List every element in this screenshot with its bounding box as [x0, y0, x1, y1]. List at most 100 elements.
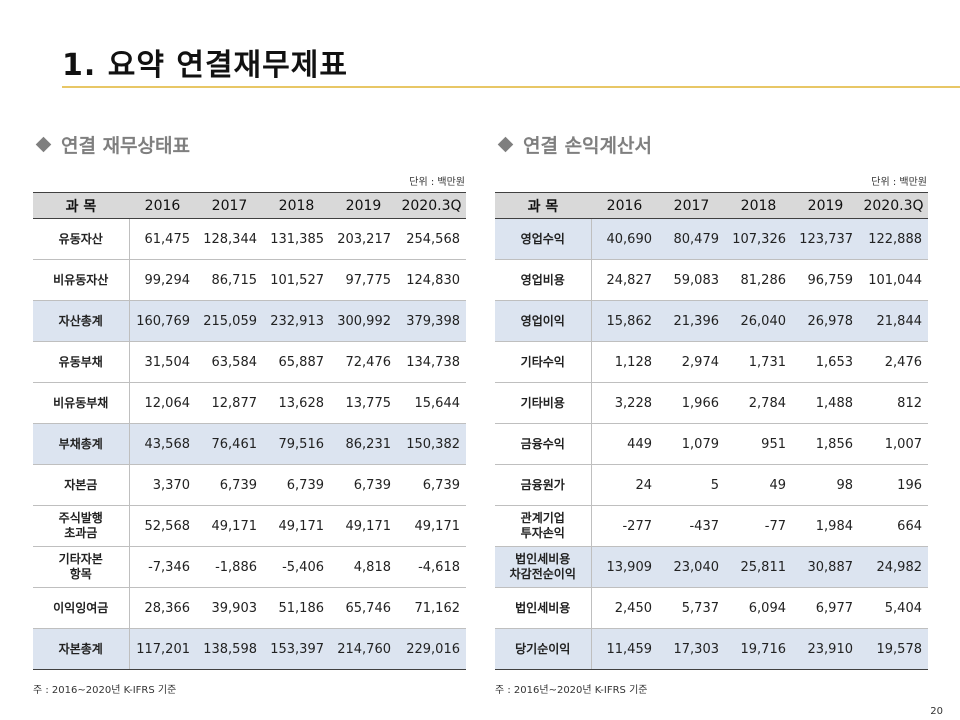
- table-cell: 951: [725, 423, 792, 465]
- row-label: 금융수익: [495, 423, 592, 465]
- table-row-total: 당기순이익 11,459 17,303 19,716 23,910 19,578: [495, 628, 928, 670]
- table-cell: 232,913: [263, 300, 330, 342]
- table-cell: 23,910: [792, 628, 859, 670]
- row-label: 영업비용: [495, 259, 592, 301]
- table-cell: 203,217: [330, 218, 397, 260]
- page-title: 1. 요약 연결재무제표: [62, 48, 348, 83]
- column-header: 과 목: [495, 192, 591, 219]
- table-cell: 96,759: [792, 259, 859, 301]
- balance-sheet-heading-text: 연결 재무상태표: [61, 134, 190, 157]
- table-cell: -5,406: [263, 546, 330, 588]
- table-cell: 138,598: [196, 628, 263, 670]
- row-label-line: 차감전순이익: [509, 567, 576, 581]
- row-label-line: 초과금: [64, 526, 98, 540]
- table-cell: 1,856: [792, 423, 859, 465]
- table-cell: 24,827: [591, 259, 658, 301]
- table-cell: 122,888: [859, 218, 928, 260]
- table-cell: 1,488: [792, 382, 859, 424]
- column-header: 2016: [591, 192, 658, 219]
- income-statement-table: 과 목 2016 2017 2018 2019 2020.3Q 영업수익 40,…: [495, 192, 928, 670]
- table-cell: -277: [591, 505, 658, 547]
- table-cell: 59,083: [658, 259, 725, 301]
- table-row: 비유동부채 12,064 12,877 13,628 13,775 15,644: [33, 382, 466, 424]
- table-cell: 1,984: [792, 505, 859, 547]
- table-cell: 72,476: [330, 341, 397, 383]
- table-row-total: 영업이익 15,862 21,396 26,040 26,978 21,844: [495, 300, 928, 342]
- table-cell: 214,760: [330, 628, 397, 670]
- table-cell: 6,739: [263, 464, 330, 506]
- table-row: 금융수익 449 1,079 951 1,856 1,007: [495, 423, 928, 465]
- column-header: 2020.3Q: [397, 192, 466, 219]
- column-header: 2018: [263, 192, 330, 219]
- row-label: 기타수익: [495, 341, 592, 383]
- table-cell: 15,644: [397, 382, 466, 424]
- table-cell: 86,715: [196, 259, 263, 301]
- row-label: 비유동부채: [33, 382, 130, 424]
- row-label: 이익잉여금: [33, 587, 130, 629]
- row-label: 법인세비용 차감전순이익: [495, 546, 592, 588]
- table-row-total: 자산총계 160,769 215,059 232,913 300,992 379…: [33, 300, 466, 342]
- table-cell: 40,690: [591, 218, 658, 260]
- table-row: 비유동자산 99,294 86,715 101,527 97,775 124,8…: [33, 259, 466, 301]
- table-cell: 39,903: [196, 587, 263, 629]
- table-cell: 1,653: [792, 341, 859, 383]
- table-cell: 17,303: [658, 628, 725, 670]
- table-cell: 664: [859, 505, 928, 547]
- table-cell: 26,978: [792, 300, 859, 342]
- table-cell: 81,286: [725, 259, 792, 301]
- table-cell: 30,887: [792, 546, 859, 588]
- balance-sheet-heading: 연결 재무상태표: [33, 130, 465, 158]
- table-cell: 4,818: [330, 546, 397, 588]
- table-row-total: 법인세비용 차감전순이익 13,909 23,040 25,811 30,887 …: [495, 546, 928, 588]
- table-cell: 19,578: [859, 628, 928, 670]
- table-cell: 98: [792, 464, 859, 506]
- balance-sheet-table: 과 목 2016 2017 2018 2019 2020.3Q 유동자산 61,…: [33, 192, 466, 670]
- table-cell: 5,737: [658, 587, 725, 629]
- table-row: 법인세비용 2,450 5,737 6,094 6,977 5,404: [495, 587, 928, 629]
- table-cell: 5,404: [859, 587, 928, 629]
- column-header: 2017: [658, 192, 725, 219]
- row-label: 주식발행 초과금: [33, 505, 130, 547]
- column-header: 2019: [792, 192, 859, 219]
- table-row-total: 자본총계 117,201 138,598 153,397 214,760 229…: [33, 628, 466, 670]
- row-label: 영업수익: [495, 218, 592, 260]
- row-label-line: 기타자본: [58, 552, 103, 566]
- table-row: 기타비용 3,228 1,966 2,784 1,488 812: [495, 382, 928, 424]
- table-cell: 19,716: [725, 628, 792, 670]
- table-cell: 49,171: [196, 505, 263, 547]
- table-cell: 49,171: [330, 505, 397, 547]
- table-cell: 80,479: [658, 218, 725, 260]
- table-cell: 25,811: [725, 546, 792, 588]
- table-cell: 1,966: [658, 382, 725, 424]
- column-header: 2018: [725, 192, 792, 219]
- table-cell: 6,739: [397, 464, 466, 506]
- table-row: 이익잉여금 28,366 39,903 51,186 65,746 71,162: [33, 587, 466, 629]
- table-row-total: 영업수익 40,690 80,479 107,326 123,737 122,8…: [495, 218, 928, 260]
- row-label: 당기순이익: [495, 628, 592, 670]
- column-header: 2020.3Q: [859, 192, 928, 219]
- column-header: 2017: [196, 192, 263, 219]
- row-label-line: 관계기업: [520, 511, 565, 525]
- table-cell: 11,459: [591, 628, 658, 670]
- table-cell: 107,326: [725, 218, 792, 260]
- table-cell: 13,628: [263, 382, 330, 424]
- row-label: 영업이익: [495, 300, 592, 342]
- table-cell: 24: [591, 464, 658, 506]
- table-cell: 150,382: [397, 423, 466, 465]
- table-cell: 3,228: [591, 382, 658, 424]
- table-cell: 131,385: [263, 218, 330, 260]
- table-cell: 49,171: [263, 505, 330, 547]
- column-header: 2019: [330, 192, 397, 219]
- table-cell: 24,982: [859, 546, 928, 588]
- table-cell: 52,568: [129, 505, 196, 547]
- table-row: 기타수익 1,128 2,974 1,731 1,653 2,476: [495, 341, 928, 383]
- title-rule: [62, 86, 960, 88]
- unit-label: 단위 : 백만원: [409, 177, 465, 188]
- row-label: 기타자본 항목: [33, 546, 130, 588]
- row-label-line: 법인세비용: [515, 552, 571, 566]
- footnote: 주 : 2016년~2020년 K-IFRS 기준: [495, 685, 648, 696]
- table-cell: 49,171: [397, 505, 466, 547]
- table-cell: 13,775: [330, 382, 397, 424]
- table-header-row: 과 목 2016 2017 2018 2019 2020.3Q: [495, 192, 928, 219]
- table-cell: 123,737: [792, 218, 859, 260]
